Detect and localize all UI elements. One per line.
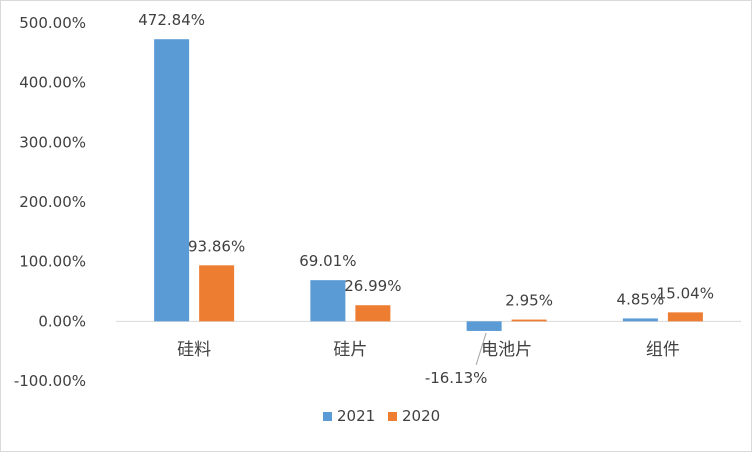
bar-2021 [154, 39, 190, 322]
category-label: 硅料 [177, 340, 211, 360]
y-tick-label: 500.00% [19, 14, 86, 32]
y-tick-label: 300.00% [19, 133, 86, 151]
bar-2021 [310, 280, 346, 322]
y-tick-label: 100.00% [19, 253, 86, 271]
data-label: -16.13% [425, 369, 488, 387]
data-label: 15.04% [657, 284, 714, 302]
y-tick-label: 400.00% [19, 74, 86, 92]
bar-2020 [355, 305, 391, 322]
legend-label: 2021 [337, 407, 375, 425]
category-label: 硅片 [333, 340, 367, 360]
data-label: 4.85% [617, 290, 665, 308]
category-label: 电池片 [481, 340, 532, 360]
bar-2020 [667, 312, 703, 322]
data-label: 93.86% [188, 237, 245, 255]
label-leader-line [475, 332, 487, 366]
legend-swatch-2020 [388, 412, 397, 421]
y-tick-label: 0.00% [38, 312, 86, 330]
category-label: 组件 [646, 340, 680, 360]
data-label: 69.01% [299, 252, 356, 270]
legend-swatch-2021 [323, 412, 332, 421]
data-label: 472.84% [138, 11, 205, 29]
data-label: 26.99% [344, 277, 401, 295]
bar-2021 [622, 318, 658, 322]
bar-2020 [199, 265, 235, 322]
y-tick-label: 200.00% [19, 193, 86, 211]
legend-label: 2020 [402, 407, 440, 425]
data-label: 2.95% [505, 292, 553, 310]
bar-2021 [466, 321, 502, 331]
y-tick-label: -100.00% [14, 372, 86, 390]
bar-2020 [511, 319, 547, 322]
